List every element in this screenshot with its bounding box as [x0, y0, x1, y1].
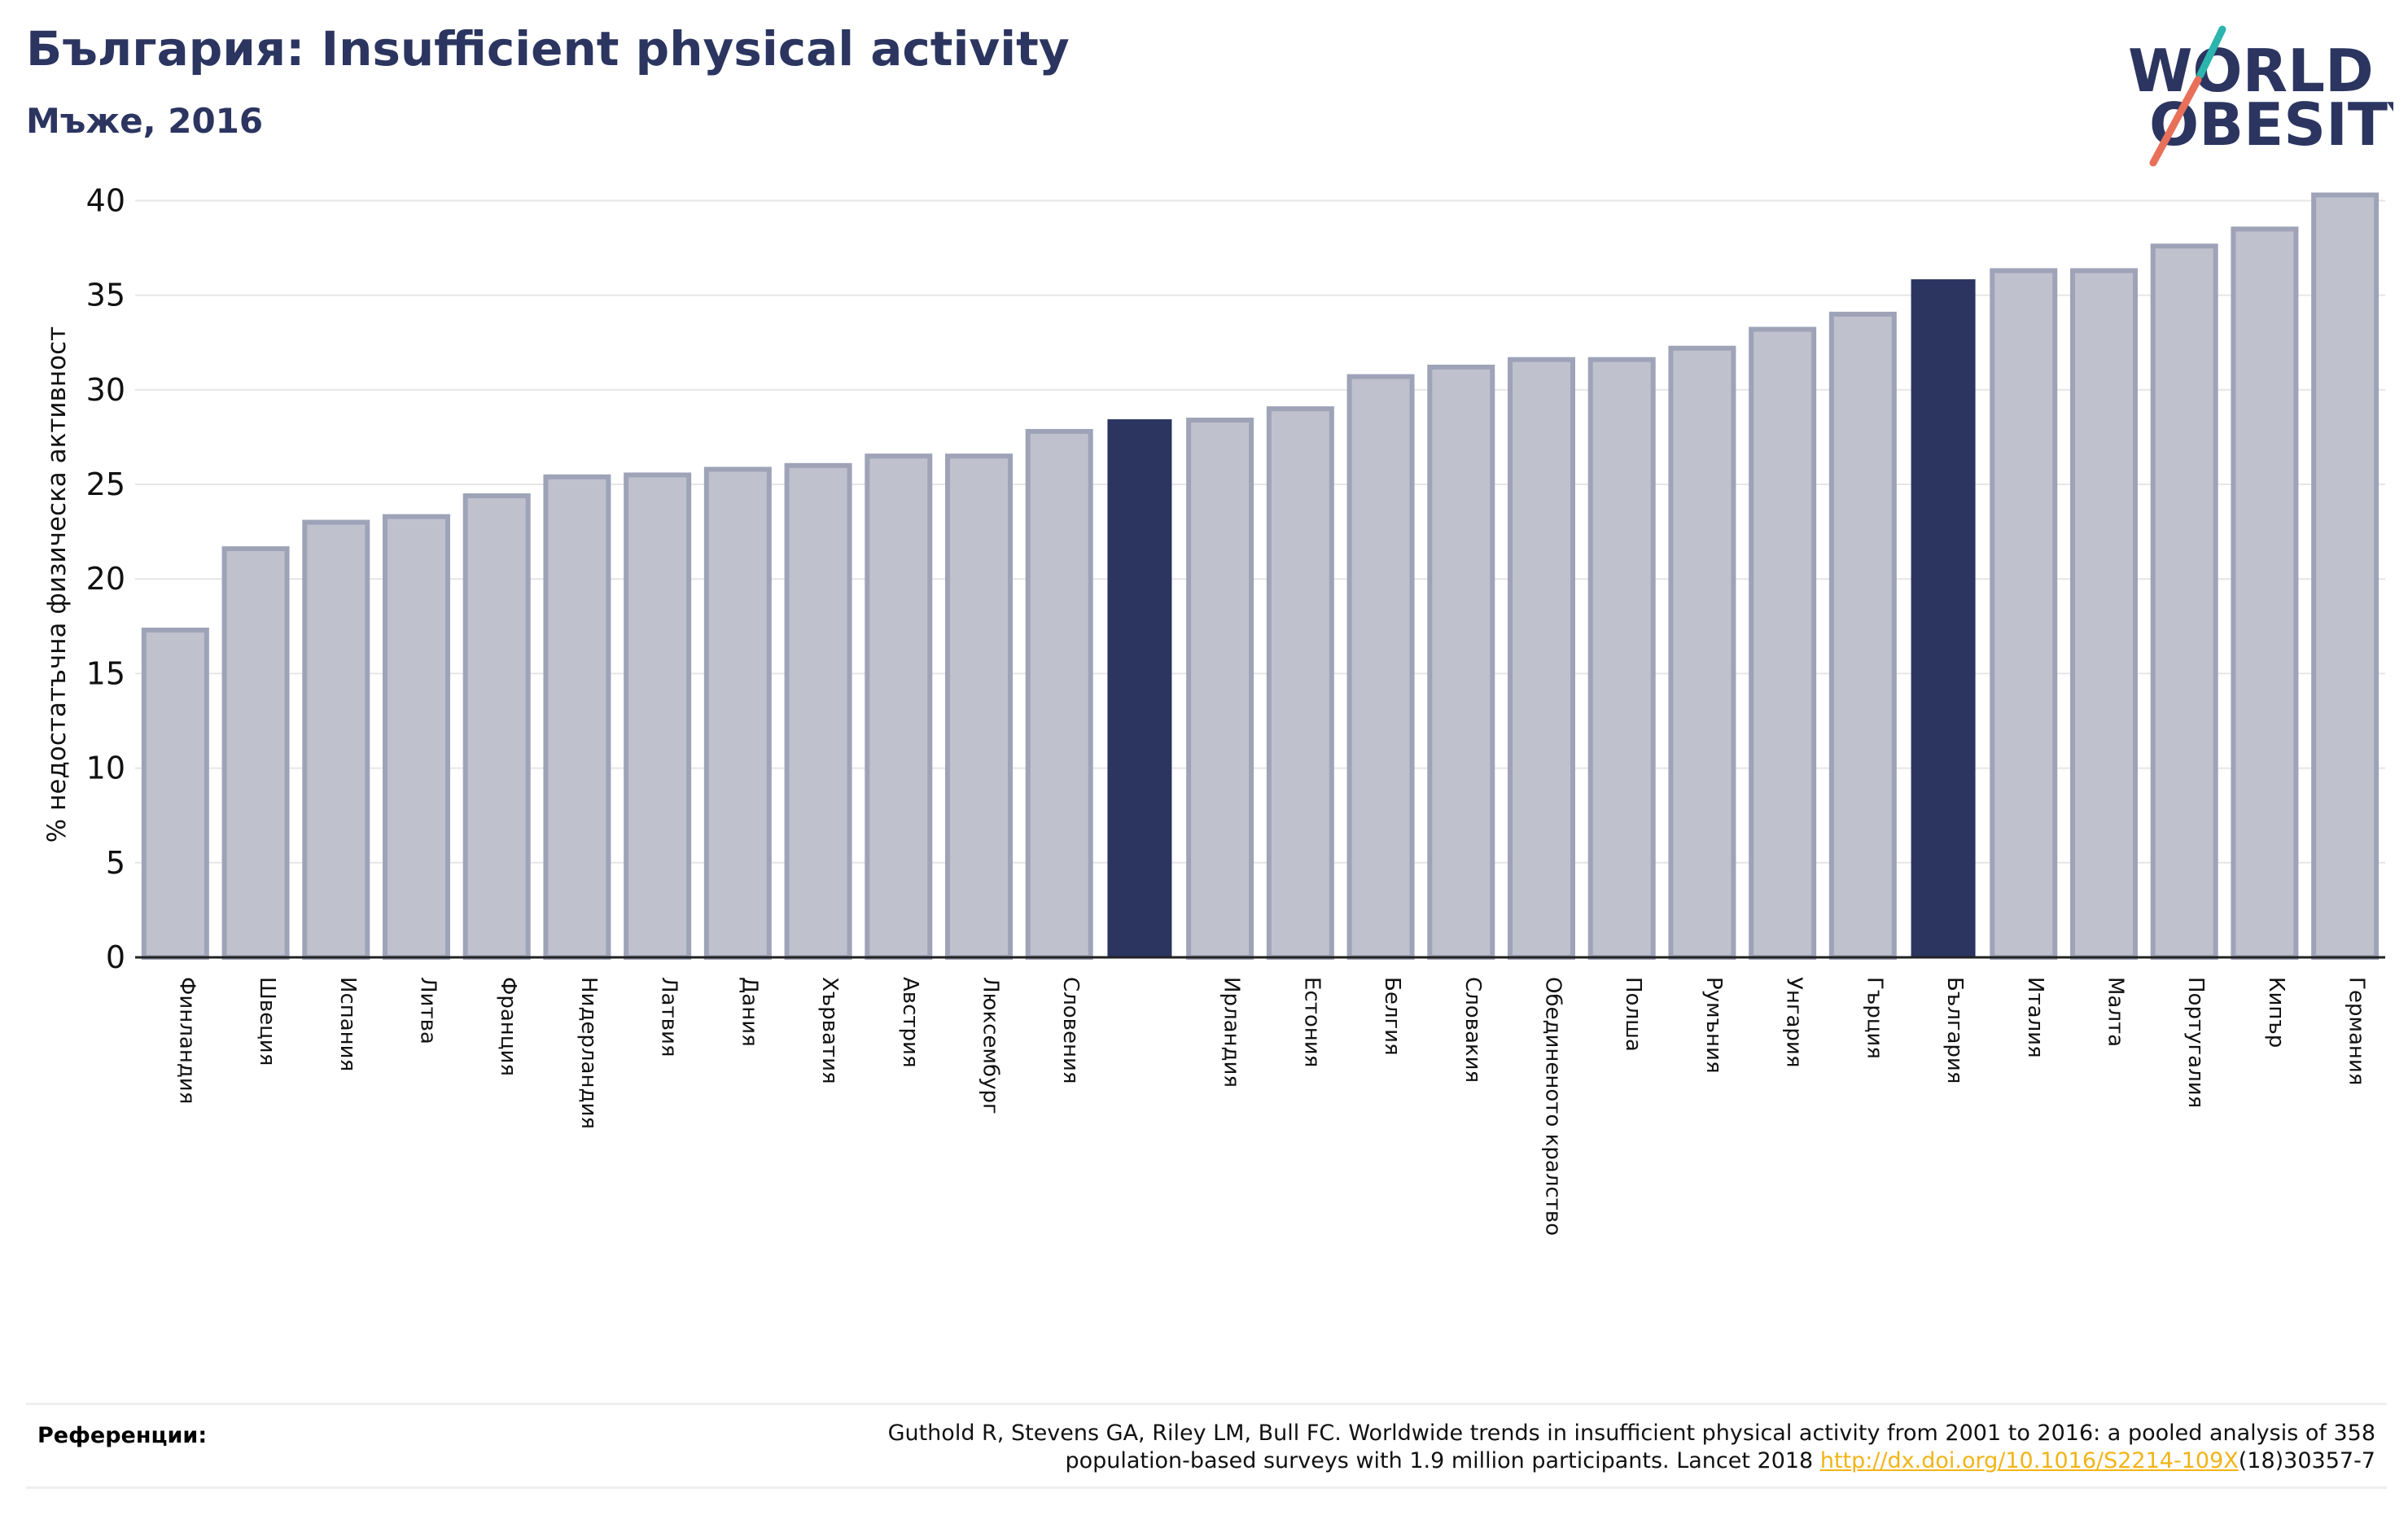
bar	[2311, 192, 2380, 960]
x-tick-label: Люксембург	[979, 977, 1003, 1114]
page-title: България: Insufficient physical activity	[26, 21, 1070, 77]
y-tick-label: 15	[86, 655, 125, 691]
x-tick-label: Унгария	[1782, 977, 1806, 1067]
x-tick-label: България	[1942, 977, 1967, 1084]
bar	[462, 493, 531, 960]
x-tick-label: Испания	[335, 977, 360, 1071]
bar	[543, 474, 611, 960]
bar	[1025, 428, 1093, 960]
bar	[1266, 406, 1334, 961]
y-tick-label: 25	[86, 466, 125, 502]
logo-word-world: WORLD	[2128, 37, 2374, 105]
x-tick-labels: Финландия Швеция Испания Литва Франция Нидерл…	[174, 977, 2368, 1236]
bar	[2231, 226, 2299, 961]
bar	[141, 627, 209, 960]
x-tick-label: Ирландия	[1219, 977, 1244, 1088]
reference-doi-link[interactable]: http://dx.doi.org/10.1016/S2214-109X	[1819, 1448, 2239, 1473]
y-tick-labels: 0 5 10 15 20 25 30 35 40	[86, 182, 125, 975]
x-tick-label: Гърция	[1862, 977, 1886, 1059]
reference-line-2-prefix: population-based surveys with 1.9 millio…	[1065, 1448, 1820, 1473]
bar	[703, 466, 772, 960]
x-tick-label: Словения	[1058, 977, 1083, 1084]
x-tick-label: Белгия	[1380, 977, 1404, 1056]
bar	[1346, 374, 1415, 961]
bar	[945, 453, 1013, 960]
bar	[1587, 357, 1656, 960]
x-tick-label: Швеция	[255, 977, 279, 1066]
references-divider-top	[26, 1403, 2387, 1405]
bar-highlighted	[1107, 419, 1172, 958]
reference-line-1: Guthold R, Stevens GA, Riley LM, Bull FC…	[887, 1421, 2375, 1446]
x-tick-label: Австрия	[898, 977, 922, 1068]
bar	[1828, 311, 1897, 960]
x-tick-label: Обединеното кралство	[1541, 977, 1565, 1236]
x-tick-label: Естония	[1299, 977, 1324, 1067]
x-tick-label: Малта	[2104, 977, 2128, 1047]
x-tick-label: Латвия	[657, 977, 681, 1057]
bar-chart: 0 5 10 15 20 25 30 35 40 Финландия Швеция Испания Л…	[42, 182, 2385, 1236]
bar-highlighted	[1911, 279, 1976, 959]
x-tick-label: Кипър	[2264, 977, 2288, 1048]
x-tick-label: Нидерландия	[576, 977, 601, 1129]
page-subtitle: Мъже, 2016	[26, 101, 264, 141]
x-tick-label: Полша	[1621, 977, 1645, 1052]
y-tick-label: 5	[106, 845, 125, 881]
x-tick-label: Германия	[2345, 977, 2369, 1085]
reference-line-2: population-based surveys with 1.9 millio…	[584, 1447, 2375, 1475]
bar	[624, 472, 692, 960]
y-tick-label: 40	[86, 182, 125, 218]
references-text: Guthold R, Stevens GA, Riley LM, Bull FC…	[584, 1420, 2375, 1475]
y-tick-label: 20	[86, 561, 125, 597]
bar	[1749, 326, 1817, 960]
bar	[1186, 418, 1254, 960]
x-tick-label: Хърватия	[817, 977, 842, 1084]
bar	[2070, 268, 2138, 960]
references-label: Референции:	[37, 1423, 208, 1448]
bar	[302, 519, 370, 960]
y-tick-label: 30	[86, 372, 125, 408]
x-tick-label: Дания	[737, 977, 761, 1047]
y-tick-label: 35	[86, 278, 125, 313]
bar	[865, 453, 933, 960]
x-tick-label: Румъния	[1701, 977, 1726, 1074]
reference-line-2-suffix: (18)30357-7	[2238, 1448, 2375, 1473]
bar	[383, 514, 450, 960]
bar	[1508, 357, 1575, 960]
x-tick-label: Италия	[2023, 977, 2047, 1058]
x-tick-label: Португалия	[2183, 977, 2208, 1108]
bar	[221, 546, 290, 960]
bar	[1668, 345, 1736, 960]
bar	[2150, 243, 2218, 960]
x-tick-label: Франция	[496, 977, 520, 1076]
logo-slash-coral	[2149, 76, 2202, 167]
y-tick-label: 0	[106, 939, 125, 975]
logo-slash-teal	[2196, 25, 2226, 79]
bars	[141, 192, 2380, 961]
x-tick-label: Словакия	[1460, 977, 1485, 1083]
y-tick-label: 10	[86, 751, 125, 786]
references-divider-bottom	[26, 1486, 2387, 1489]
bar	[1427, 364, 1495, 960]
bar	[1990, 268, 2058, 960]
y-axis-label: % недостатъчна физическа активност	[42, 326, 72, 843]
x-tick-label: Финландия	[174, 977, 199, 1104]
x-tick-label: Литва	[416, 977, 440, 1044]
bar	[784, 462, 852, 960]
world-obesity-logo: WORLD OBESITY	[2128, 25, 2393, 167]
